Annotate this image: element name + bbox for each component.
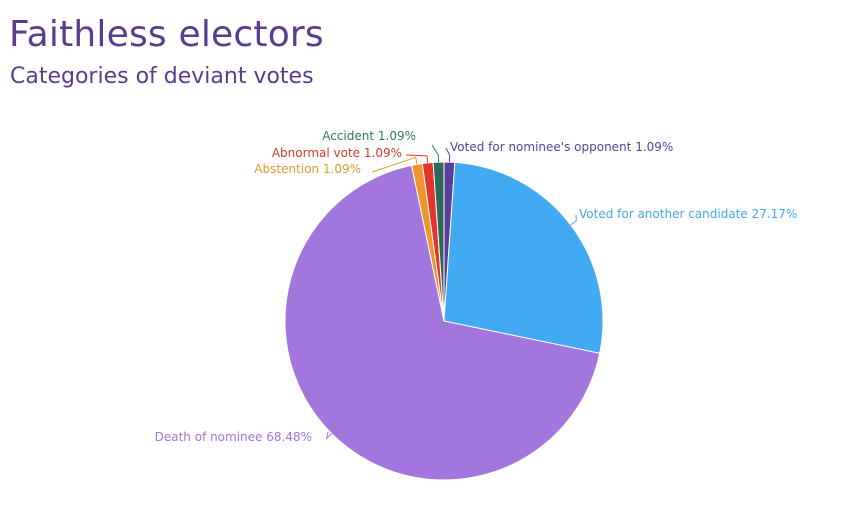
slice-label-abnormal-vote: Abnormal vote 1.09% <box>272 146 402 160</box>
slice-labels: Voted for nominee's opponent 1.09% Voted … <box>155 129 798 444</box>
pie-slices <box>284 161 604 481</box>
chart-title: Faithless electors <box>9 14 324 55</box>
leader-line-death-of-nominee <box>325 431 332 440</box>
label-leader-lines <box>325 144 577 440</box>
chart-subtitle: Categories of deviant votes <box>10 64 314 89</box>
slice-label-abstention: Abstention 1.09% <box>254 162 361 176</box>
slice-label-death-of-nominee: Death of nominee 68.48% <box>155 430 312 444</box>
slice-label-voted-for-nominee-s-opponent: Voted for nominee's opponent 1.09% <box>450 140 673 154</box>
leader-line-abstention <box>371 156 418 173</box>
leader-line-accident <box>431 144 440 163</box>
pie-slice-accident[interactable] <box>432 161 445 322</box>
leader-line-voted-for-nominee-s-opponent <box>445 147 451 163</box>
leader-line-abnormal-vote <box>405 154 429 163</box>
slice-label-accident: Accident 1.09% <box>322 129 416 143</box>
leader-line-voted-for-another-candidate <box>570 214 577 226</box>
slice-label-voted-for-another-candidate: Voted for another candidate 27.17% <box>579 207 797 221</box>
pie-slice-voted-for-another-candidate[interactable] <box>443 161 604 354</box>
